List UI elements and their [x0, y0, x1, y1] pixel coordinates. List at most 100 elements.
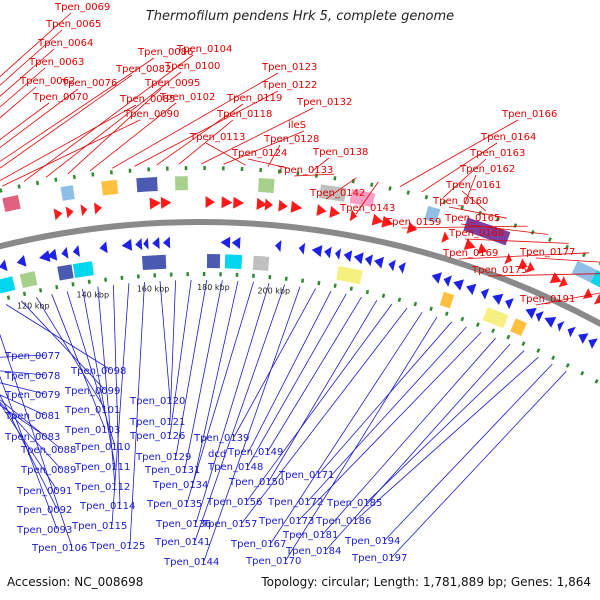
reverse-gene-label: Tpen_0078 [4, 371, 60, 382]
forward-gene-label: Tpen_0138 [312, 147, 368, 158]
gene-label-leader [0, 394, 58, 510]
gene-label-leader [20, 300, 106, 391]
forward-gene-arrow [517, 258, 528, 270]
reverse-category-block [510, 318, 527, 337]
gene-label-leader [307, 326, 467, 502]
forward-gene-label: Tpen_0159 [385, 217, 441, 228]
forward-gene-label: Tpen_0177 [519, 247, 575, 258]
gene-label-leader [318, 321, 453, 475]
reverse-gene-arrow [99, 241, 108, 254]
reverse-gene-arrow [135, 238, 143, 251]
reverse-gene-label: Tpen_0093 [16, 525, 72, 536]
forward-gene-label: Tpen_0165 [444, 213, 500, 224]
reverse-gene-arrow [431, 272, 442, 284]
gene-label-leader [464, 174, 477, 205]
gene-label-leader [111, 283, 130, 526]
forward-category-block [424, 205, 441, 223]
forward-gene-label: Tpen_0076 [61, 78, 117, 89]
reverse-gene-arrow [557, 321, 565, 332]
position-tick-label: 160 kbp [137, 284, 170, 293]
forward-gene-arrow [149, 197, 161, 210]
gc-marker-dash [35, 180, 40, 186]
gene-label-leader [169, 280, 176, 422]
reverse-gene-label: Tpen_0171 [278, 470, 334, 481]
forward-gene-label: Tpen_0169 [442, 248, 498, 259]
gene-label-leader [67, 88, 162, 175]
forward-gene-label: Tpen_0095 [144, 78, 200, 89]
gene-label-leader [241, 307, 408, 524]
forward-gene-label: Tpen_0123 [261, 62, 317, 73]
gene-label-leader [399, 119, 519, 187]
gene-label-leader [201, 107, 314, 165]
forward-gene-arrow [582, 288, 593, 299]
gc-marker-dash [521, 341, 526, 346]
forward-gene-arrow [160, 196, 172, 209]
reverse-gene-label: Tpen_0103 [64, 425, 120, 436]
forward-category-block [349, 189, 376, 208]
gene-label-leader [66, 291, 116, 447]
forward-gene-arrow [504, 253, 512, 265]
reverse-gene-arrow [72, 245, 80, 257]
forward-gene-label: Tpen_0104 [176, 44, 232, 55]
reverse-gene-label: Tpen_0091 [16, 486, 72, 497]
forward-gene-label: Tpen_0168 [448, 228, 504, 239]
forward-gene-arrow [381, 215, 394, 228]
forward-gene-label: Tpen_0128 [263, 134, 319, 145]
forward-gene-label: Tpen_0070 [32, 92, 88, 103]
gc-marker-dash [397, 297, 402, 302]
forward-gene-arrow [256, 197, 268, 210]
gene-label-leader [0, 29, 63, 86]
reverse-gene-label: Tpen_0120 [129, 396, 185, 407]
reverse-gene-arrow [544, 317, 557, 328]
gene-label-leader [36, 297, 106, 410]
gene-label-leader [175, 279, 208, 457]
reverse-gene-label: Tpen_0110 [74, 442, 130, 453]
gc-marker-dash [349, 286, 353, 291]
reverse-gene-arrow [388, 259, 396, 272]
reverse-gene-label: Tpen_0083 [4, 432, 60, 443]
gene-label-leader [45, 71, 182, 178]
forward-gene-arrow [329, 206, 340, 218]
reverse-gene-label: Tpen_0197 [351, 553, 407, 564]
gc-marker-dash [333, 283, 337, 288]
gene-label-leader [134, 90, 279, 167]
forward-gene-label: Tpen_0162 [459, 164, 515, 175]
gene-label-leader [270, 312, 423, 544]
forward-gene-arrow [80, 204, 88, 217]
reverse-gene-arrow [398, 262, 406, 274]
forward-gene-label: Tpen_0113 [189, 132, 245, 143]
reverse-gene-arrow [505, 298, 514, 310]
gene-label-leader [487, 273, 600, 277]
forward-category-block [319, 184, 347, 203]
forward-gene-label: Tpen_0133 [277, 165, 333, 176]
reverse-gene-label: Tpen_0135 [146, 499, 202, 510]
gene-label-leader [0, 401, 62, 470]
gene-label-leader [192, 280, 239, 485]
gene-label-leader [535, 257, 600, 263]
gene-label-leader [0, 104, 137, 181]
forward-gene-label: Tpen_0163 [469, 148, 525, 159]
forward-gene-label: Tpen_0090 [123, 109, 179, 120]
reverse-gene-label: Tpen_0185 [326, 498, 382, 509]
gene-label-leader [460, 223, 549, 235]
reverse-gene-label: dcd [208, 449, 226, 460]
gene-label-leader [246, 303, 393, 502]
gene-label-leader [0, 375, 58, 530]
forward-gene-label: Tpen_0064 [37, 38, 93, 49]
reverse-gene-label: Tpen_0149 [227, 447, 283, 458]
gene-label-leader [113, 284, 121, 506]
reverse-gene-label: Tpen_0099 [64, 386, 120, 397]
gene-label-leader [0, 370, 46, 376]
gene-label-leader [366, 350, 525, 503]
forward-gene-arrow [290, 200, 303, 213]
gc-marker-dash [72, 174, 76, 180]
reverse-gene-label: Tpen_0134 [152, 480, 208, 491]
gc-marker-dash [495, 216, 500, 222]
reverse-gene-label: Tpen_0089 [20, 465, 76, 476]
forward-gene-arrow [233, 196, 245, 209]
reverse-gene-label: Tpen_0081 [4, 411, 60, 422]
gene-label-leader [285, 316, 438, 561]
gene-label-leader [23, 54, 194, 182]
gene-label-leader [391, 371, 567, 558]
reverse-gene-arrow [567, 326, 576, 338]
